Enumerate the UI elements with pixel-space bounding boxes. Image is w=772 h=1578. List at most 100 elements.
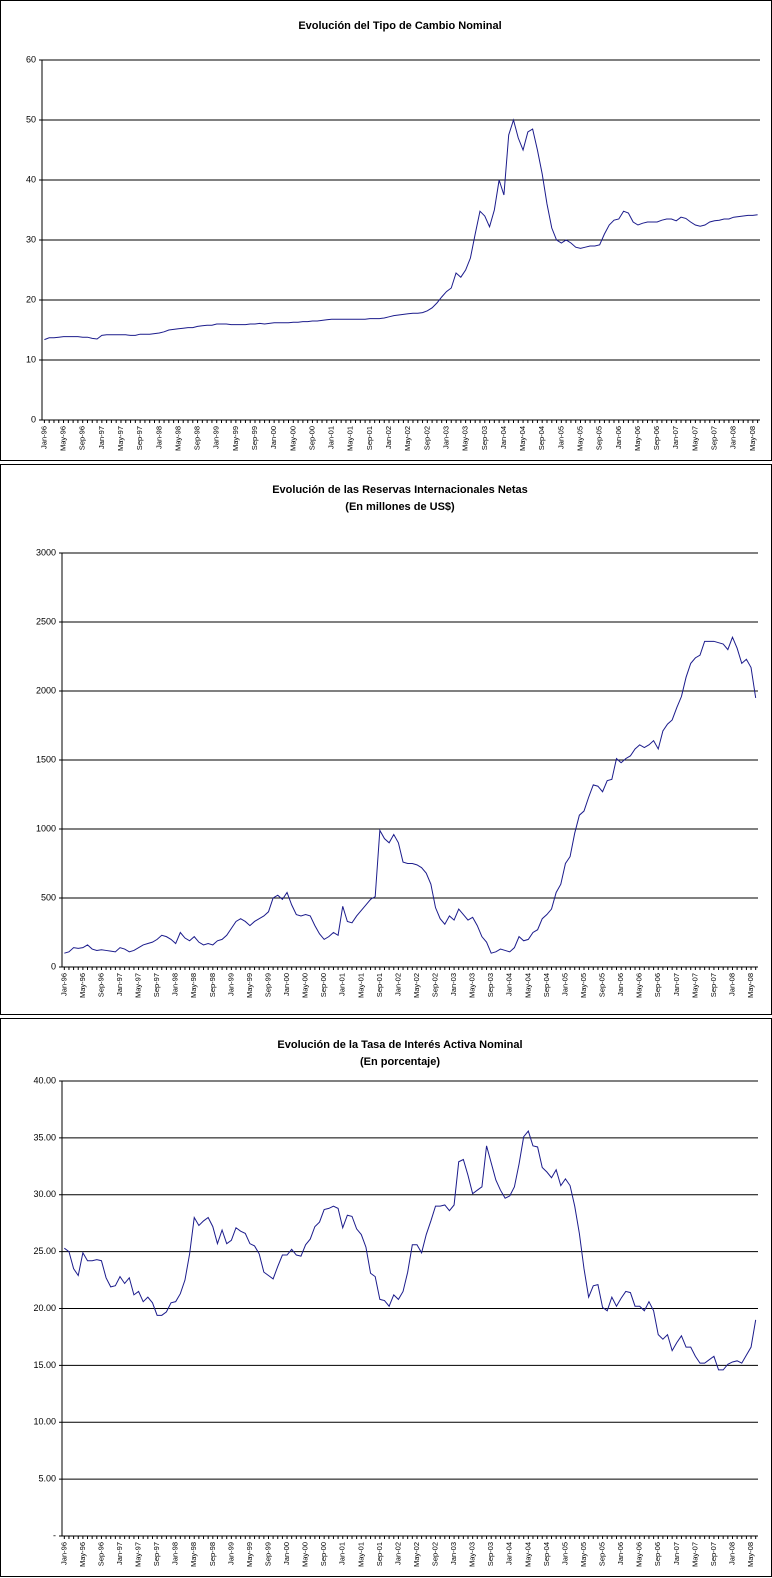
x-tick-label: Jan-08 (727, 973, 736, 996)
data-line (44, 118, 758, 341)
x-tick-label: May-02 (412, 973, 421, 998)
x-tick-label: Sep-07 (709, 973, 718, 997)
x-tick-label: Jan-07 (672, 1542, 681, 1565)
y-tick-label: 20 (26, 294, 36, 304)
y-tick-label: 3000 (36, 547, 56, 557)
x-tick-label: Sep-06 (653, 973, 662, 997)
x-tick-label: Sep-00 (319, 1542, 328, 1566)
x-tick-label: Sep-99 (263, 1542, 272, 1566)
x-tick-label: Jan-01 (338, 1542, 347, 1565)
y-tick-label: 30.00 (33, 1189, 56, 1199)
y-tick-label: 30 (26, 234, 36, 244)
x-tick-label: Sep-04 (542, 1542, 551, 1566)
x-tick-label: Sep-99 (250, 426, 259, 450)
x-tick-label: Sep-97 (135, 426, 144, 450)
y-tick-label: 50 (26, 114, 36, 124)
x-tick-label: Jan-01 (338, 973, 347, 996)
x-tick-label: Jan-08 (729, 426, 738, 449)
x-tick-label: Sep-99 (263, 973, 272, 997)
x-tick-label: May-04 (523, 973, 532, 998)
x-tick-label: May-97 (116, 426, 125, 451)
x-tick-label: May-03 (468, 1542, 477, 1567)
y-tick-label: 10.00 (33, 1417, 56, 1427)
x-tick-label: Jan-96 (39, 426, 48, 449)
x-tick-label: Jan-97 (97, 426, 106, 449)
x-tick-label: Sep-07 (709, 1542, 718, 1566)
x-tick-label: May-96 (59, 426, 68, 451)
y-tick-label: 0 (51, 961, 56, 971)
x-tick-label: Jan-97 (115, 1542, 124, 1565)
y-tick-label: 2000 (36, 685, 56, 695)
chart-title: Evolución de las Reservas Internacionale… (272, 484, 528, 496)
x-tick-label: May-05 (579, 973, 588, 998)
x-tick-label: Jan-05 (560, 973, 569, 996)
x-tick-label: Sep-05 (598, 973, 607, 997)
x-tick-label: Sep-06 (653, 1542, 662, 1566)
x-tick-label: Jan-02 (393, 1542, 402, 1565)
x-tick-label: Jan-96 (59, 1542, 68, 1565)
y-tick-label: 5.00 (38, 1474, 56, 1484)
x-tick-label: Sep-03 (480, 426, 489, 450)
x-tick-label: May-05 (575, 426, 584, 451)
x-tick-label: Jan-99 (212, 426, 221, 449)
x-tick-label: May-07 (690, 973, 699, 998)
x-tick-label: Sep-02 (431, 1542, 440, 1566)
x-tick-label: Jan-04 (499, 426, 508, 449)
x-tick-label: May-03 (468, 973, 477, 998)
y-tick-label: 2500 (36, 616, 56, 626)
x-tick-label: Sep-02 (422, 426, 431, 450)
x-tick-label: Sep-05 (595, 426, 604, 450)
x-tick-label: Sep-98 (208, 1542, 217, 1566)
chart-frame (0, 1018, 772, 1577)
x-tick-label: May-02 (403, 426, 412, 451)
x-tick-label: May-08 (746, 1542, 755, 1567)
x-tick-label: Sep-00 (319, 973, 328, 997)
x-tick-label: Sep-96 (96, 973, 105, 997)
x-tick-label: Jan-01 (327, 426, 336, 449)
x-tick-label: May-08 (748, 426, 757, 451)
y-tick-label: 40.00 (33, 1075, 56, 1085)
x-tick-label: May-01 (346, 426, 355, 451)
x-tick-label: Jan-00 (269, 426, 278, 449)
x-tick-label: Jan-07 (672, 973, 681, 996)
x-tick-label: Jan-97 (115, 973, 124, 996)
x-tick-label: Jan-07 (671, 426, 680, 449)
x-tick-label: Jan-98 (171, 1542, 180, 1565)
x-tick-label: May-01 (356, 1542, 365, 1567)
x-tick-label: Sep-04 (537, 426, 546, 450)
x-tick-label: May-07 (690, 1542, 699, 1567)
x-tick-label: May-03 (461, 426, 470, 451)
x-tick-label: May-07 (690, 426, 699, 451)
x-tick-label: Sep-97 (152, 973, 161, 997)
x-tick-label: May-00 (288, 426, 297, 451)
x-tick-label: Sep-03 (486, 1542, 495, 1566)
x-tick-label: May-98 (173, 426, 182, 451)
x-tick-label: Jan-99 (226, 973, 235, 996)
x-tick-label: May-06 (635, 1542, 644, 1567)
chart-frame (0, 0, 772, 461)
x-tick-label: Sep-07 (710, 426, 719, 450)
x-tick-label: May-01 (356, 973, 365, 998)
chart-frame (0, 464, 772, 1015)
y-tick-label: 20.00 (33, 1303, 56, 1313)
y-tick-label: 25.00 (33, 1246, 56, 1256)
x-tick-label: May-04 (518, 426, 527, 451)
y-tick-label: 1500 (36, 754, 56, 764)
y-tick-label: 40 (26, 174, 36, 184)
data-line (64, 635, 757, 954)
x-tick-label: Jan-06 (614, 426, 623, 449)
x-tick-label: Jan-96 (59, 973, 68, 996)
x-tick-label: Jan-99 (226, 1542, 235, 1565)
x-tick-label: Sep-96 (96, 1542, 105, 1566)
x-tick-label: Jan-06 (616, 1542, 625, 1565)
x-tick-label: Sep-05 (598, 1542, 607, 1566)
x-tick-label: Sep-01 (375, 973, 384, 997)
x-tick-label: May-98 (189, 1542, 198, 1567)
x-tick-label: Jan-03 (441, 426, 450, 449)
x-tick-label: Jan-98 (154, 426, 163, 449)
x-tick-label: Jan-04 (505, 973, 514, 996)
x-tick-label: Jan-03 (449, 1542, 458, 1565)
x-tick-label: May-06 (633, 426, 642, 451)
x-tick-label: Jan-05 (560, 1542, 569, 1565)
